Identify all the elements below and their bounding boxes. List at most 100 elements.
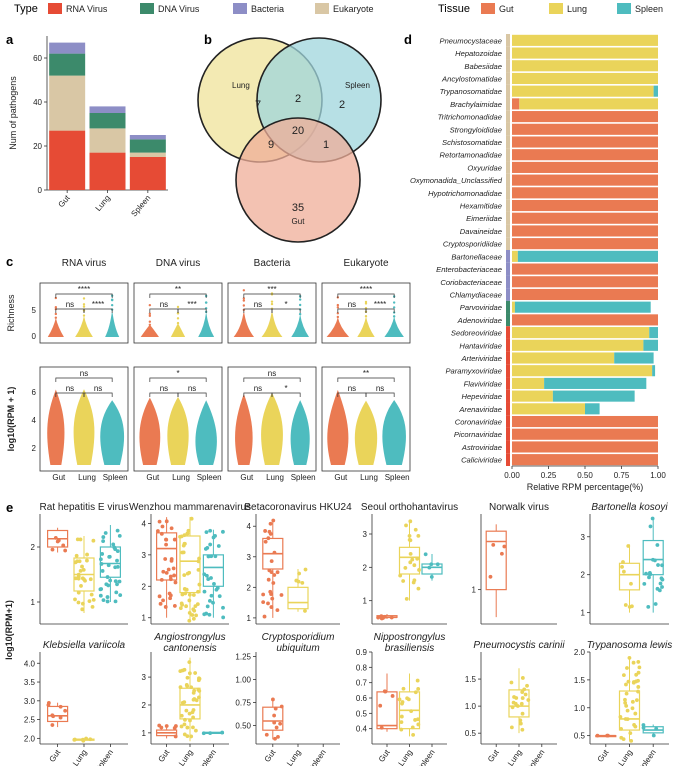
panel-label-a: a [6, 32, 14, 47]
c-sig-label: ** [175, 285, 181, 294]
e-data-point [113, 579, 118, 584]
e-panel-title: Bartonella kosoyi [591, 502, 668, 513]
d-category-label: Hypotrichomonadidae [428, 189, 502, 198]
e-data-point [389, 615, 394, 620]
e-data-point [523, 692, 528, 697]
e-data-point [423, 552, 428, 557]
c-sig-bracket [177, 392, 207, 397]
c-sig-label: **** [374, 300, 386, 309]
e-data-point [636, 670, 641, 675]
e-data-point [182, 722, 187, 727]
c-outlier-point [176, 305, 180, 309]
d-bar-segment-gut [512, 212, 658, 224]
c-violin-gut [140, 324, 159, 337]
e-data-point [98, 593, 103, 598]
c-sig-label: * [176, 369, 179, 378]
e-y-tick-label: 1.5 [465, 675, 477, 684]
e-data-point [180, 668, 185, 673]
d-type-strip [506, 389, 510, 403]
e-data-point [201, 731, 206, 736]
c-sig-label: ns [80, 369, 88, 378]
legend-swatch-eukaryote [315, 3, 329, 14]
e-data-point [379, 725, 384, 730]
e-data-point [211, 535, 216, 540]
e-data-point [193, 728, 198, 733]
e-data-point [628, 731, 633, 736]
c-sig-bracket [149, 293, 207, 298]
e-data-point [182, 732, 187, 737]
e-data-point [488, 574, 493, 579]
c-outlier-point [82, 297, 86, 300]
e-data-point [184, 683, 189, 687]
d-type-strip [506, 377, 510, 390]
e-data-point [215, 586, 220, 590]
e-data-point [167, 591, 172, 596]
e-data-point [261, 592, 266, 597]
a-x-tick-label: Spleen [129, 194, 152, 219]
c-x-tick-label: Gut [52, 473, 66, 482]
e-data-point [113, 565, 118, 570]
panel-a-stacked-bar-chart: 0 20 40 60 Num of pathogens Gut Lung Spleen [8, 36, 168, 218]
venn-count-lung-spleen: 2 [295, 93, 301, 105]
e-y-tick-label: 0.4 [356, 725, 368, 734]
c-sig-bracket [55, 308, 85, 313]
d-type-strip [506, 173, 510, 187]
e-data-point [276, 734, 280, 739]
d-type-strip [506, 161, 510, 174]
d-bar-segment-lung [512, 85, 654, 97]
venn-count-spleen-gut: 1 [323, 139, 329, 151]
d-type-strip [506, 313, 510, 327]
e-x-tick-label: Gut [377, 747, 392, 763]
e-data-point [112, 545, 117, 550]
e-data-point [117, 579, 122, 584]
e-data-point [655, 543, 660, 547]
e-y-tick-label: 4 [142, 519, 147, 528]
c-panel-frame [39, 282, 129, 344]
e-data-point [646, 604, 651, 609]
e-data-point [205, 545, 210, 550]
e-data-point [117, 534, 122, 538]
d-x-tick-label: 1.00 [650, 471, 666, 480]
e-data-point [660, 585, 664, 589]
e-box-spleen [99, 546, 122, 578]
c-x-tick-label: Gut [334, 473, 348, 482]
c-outlier-point [242, 289, 246, 292]
c-outlier-point [110, 303, 114, 307]
c-violin-lung [75, 315, 93, 337]
e-data-point [216, 544, 221, 548]
c-outlier-point [242, 304, 246, 307]
d-bar-segment-lung [512, 403, 585, 415]
e-box-gut [376, 691, 398, 730]
e-data-point [90, 604, 95, 609]
e-data-point [88, 577, 93, 582]
c-sig-label: ns [376, 384, 384, 393]
c-outlier-point [336, 306, 340, 309]
c-sig-bracket [365, 308, 395, 313]
d-bar-segment-spleen [517, 250, 658, 262]
e-data-point [630, 604, 634, 609]
c-sig-label: ns [348, 300, 356, 309]
e-data-point [620, 564, 624, 569]
e-data-point [208, 731, 213, 736]
e-data-point [266, 577, 271, 582]
e-data-point [629, 581, 633, 586]
c-panel-frame [321, 282, 411, 344]
c-outlier-point [242, 299, 246, 302]
d-type-strip [506, 46, 510, 60]
e-data-point [157, 723, 162, 728]
e-panel-title: brasiliensis [385, 643, 434, 654]
e-data-point [525, 683, 529, 688]
e-y-tick-label: 0.8 [356, 663, 368, 672]
c-panel-frame [227, 282, 317, 344]
d-type-strip [506, 440, 510, 454]
e-data-point [179, 713, 184, 718]
c-violin-gut [327, 389, 349, 465]
e-data-point [390, 694, 395, 698]
d-category-label: Chlamydiaceae [450, 290, 502, 299]
e-data-point [619, 726, 624, 731]
d-category-label: Adenoviridae [457, 316, 502, 325]
e-data-point [193, 671, 198, 675]
e-data-point [50, 713, 55, 718]
d-type-strip [506, 110, 510, 123]
